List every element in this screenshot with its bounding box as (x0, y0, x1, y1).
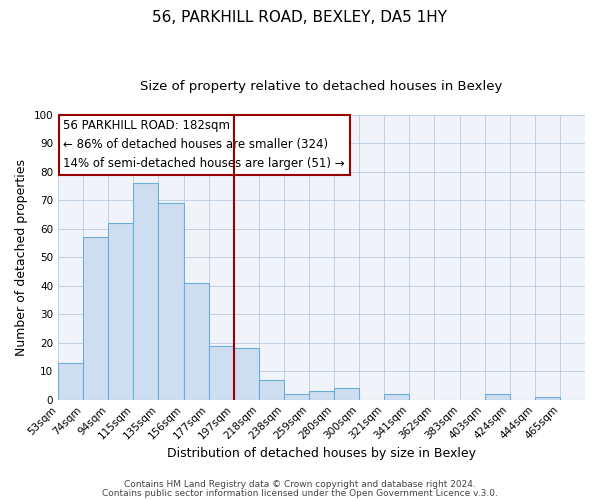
Y-axis label: Number of detached properties: Number of detached properties (15, 159, 28, 356)
Bar (233, 348, 259, 400)
Bar (184, 283, 209, 400)
X-axis label: Distribution of detached houses by size in Bexley: Distribution of detached houses by size … (167, 447, 476, 460)
Bar (209, 346, 233, 400)
Bar (83, 238, 108, 400)
Text: Contains public sector information licensed under the Open Government Licence v.: Contains public sector information licen… (102, 488, 498, 498)
Bar (259, 380, 284, 400)
Bar (334, 388, 359, 400)
Bar (284, 394, 309, 400)
Bar (158, 204, 184, 400)
Bar (384, 394, 409, 400)
Text: Contains HM Land Registry data © Crown copyright and database right 2024.: Contains HM Land Registry data © Crown c… (124, 480, 476, 489)
Text: 56, PARKHILL ROAD, BEXLEY, DA5 1HY: 56, PARKHILL ROAD, BEXLEY, DA5 1HY (152, 10, 448, 25)
Bar (133, 184, 158, 400)
Bar (108, 223, 133, 400)
Bar (58, 362, 83, 400)
Bar (485, 394, 510, 400)
Text: 56 PARKHILL ROAD: 182sqm
← 86% of detached houses are smaller (324)
14% of semi-: 56 PARKHILL ROAD: 182sqm ← 86% of detach… (64, 120, 345, 170)
Title: Size of property relative to detached houses in Bexley: Size of property relative to detached ho… (140, 80, 503, 93)
Bar (309, 391, 334, 400)
Bar (535, 397, 560, 400)
